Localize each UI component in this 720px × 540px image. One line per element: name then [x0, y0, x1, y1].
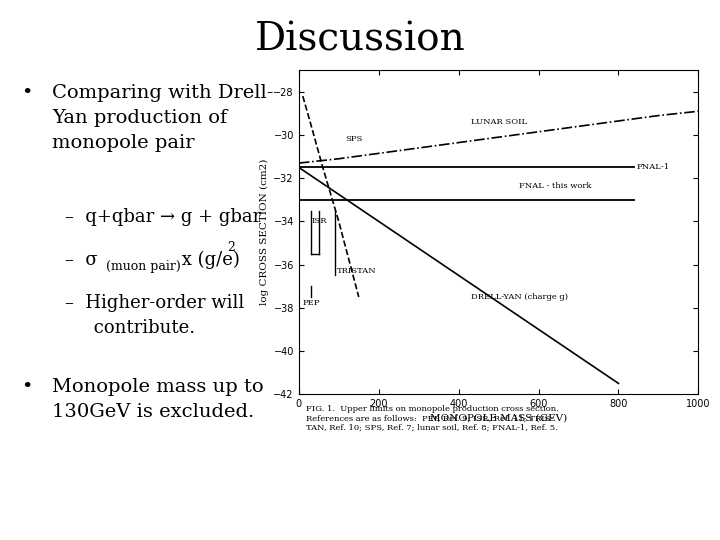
Text: Comparing with Drell-
Yan production of
monopole pair: Comparing with Drell- Yan production of …: [52, 84, 273, 152]
Text: –  q+qbar → g + gbar: – q+qbar → g + gbar: [65, 208, 261, 226]
Text: ISR: ISR: [312, 218, 328, 225]
Text: •: •: [22, 84, 33, 102]
Text: –  Higher-order will
     contribute.: – Higher-order will contribute.: [65, 294, 244, 338]
Text: SPS: SPS: [345, 136, 362, 143]
Text: –  σ: – σ: [65, 251, 97, 269]
Text: FNAL - this work: FNAL - this work: [518, 182, 591, 190]
Text: Monopole mass up to
130GeV is excluded.: Monopole mass up to 130GeV is excluded.: [52, 378, 264, 421]
Text: FIG. 1.  Upper limits on monopole production cross section.
References are as fo: FIG. 1. Upper limits on monopole product…: [306, 405, 559, 431]
Text: LUNAR SOIL: LUNAR SOIL: [471, 118, 527, 126]
Text: x (g/e): x (g/e): [176, 251, 240, 269]
Y-axis label: log CROSS SECTION (cm2): log CROSS SECTION (cm2): [260, 159, 269, 306]
Text: •: •: [22, 378, 33, 396]
Text: Discussion: Discussion: [255, 22, 465, 59]
Text: FNAL-1: FNAL-1: [636, 164, 670, 171]
Text: (muon pair): (muon pair): [106, 260, 181, 273]
Text: DRELL-YAN (charge g): DRELL-YAN (charge g): [471, 293, 567, 301]
X-axis label: MONOPOLE MASS (GEV): MONOPOLE MASS (GEV): [430, 413, 567, 422]
Text: PEP: PEP: [303, 300, 320, 307]
Text: 2: 2: [227, 241, 235, 254]
Text: TRISTAN: TRISTAN: [337, 267, 377, 275]
